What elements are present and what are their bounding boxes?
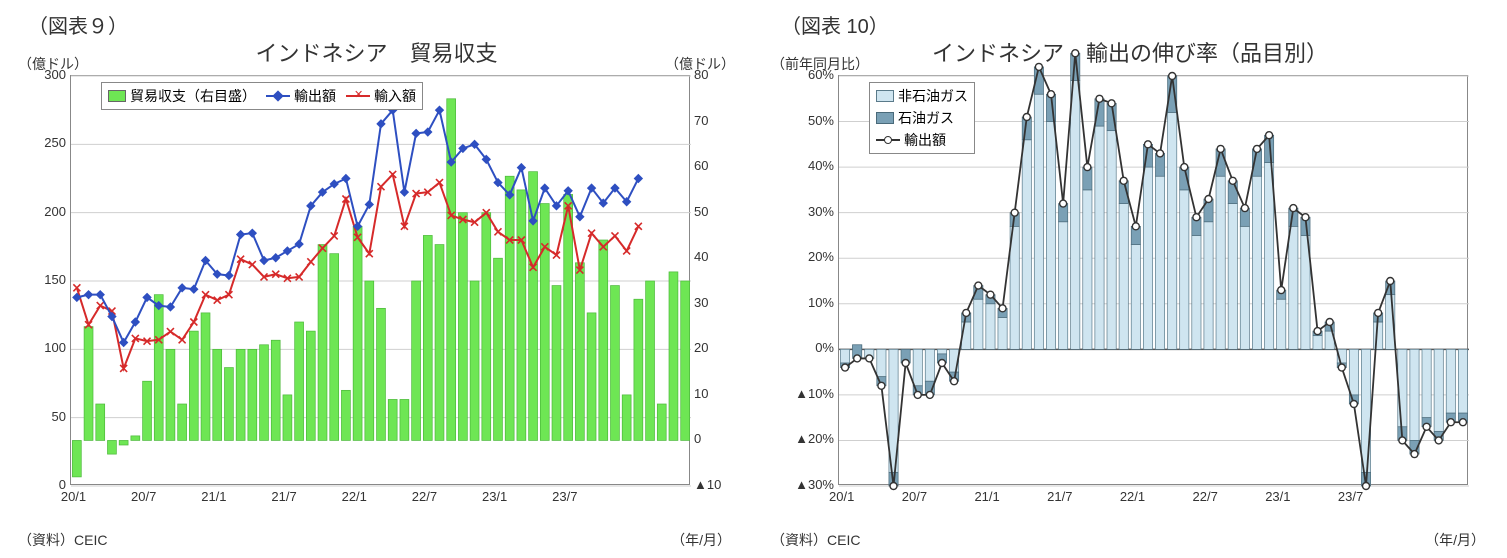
chart10-ytick: 0% bbox=[815, 340, 834, 355]
chart10-xtick: 23/7 bbox=[1338, 489, 1363, 504]
chart10-ytick: 30% bbox=[808, 204, 834, 219]
chart9-title: インドネシア 貿易収支 bbox=[0, 36, 753, 68]
chart9-ytick-right: 40 bbox=[694, 249, 708, 264]
chart10-xtick: 21/7 bbox=[1047, 489, 1072, 504]
legend-label: 貿易収支（右目盛） bbox=[130, 86, 256, 106]
chart10-legend: 非石油ガス石油ガス輸出額 bbox=[869, 82, 975, 154]
chart10-ytick: 10% bbox=[808, 295, 834, 310]
chart10-xtick: 21/1 bbox=[974, 489, 999, 504]
chart9-ytick-right: 10 bbox=[694, 386, 708, 401]
chart9-xtick: 20/1 bbox=[61, 489, 86, 504]
chart10-ytick: 40% bbox=[808, 158, 834, 173]
chart9-xtick: 21/1 bbox=[201, 489, 226, 504]
chart9-source: （資料）CEIC bbox=[18, 530, 107, 550]
chart9-svg bbox=[71, 76, 691, 486]
chart10-ytick: 60% bbox=[808, 67, 834, 82]
chart10-xtick: 23/1 bbox=[1265, 489, 1290, 504]
chart10-ytick: ▲10% bbox=[795, 386, 834, 401]
legend-label: 輸出額 bbox=[294, 86, 336, 106]
chart9-plot: 貿易収支（右目盛） 輸出額 ✕輸入額 bbox=[70, 75, 690, 485]
chart9-legend: 貿易収支（右目盛） 輸出額 ✕輸入額 bbox=[101, 82, 423, 110]
chart9-ytick-right: 20 bbox=[694, 340, 708, 355]
chart9-ytick-left: 300 bbox=[44, 67, 66, 82]
chart9-ytick-right: 30 bbox=[694, 295, 708, 310]
chart9-ytick-right: 50 bbox=[694, 204, 708, 219]
chart9-ytick-right: 80 bbox=[694, 67, 708, 82]
chart10-xtick: 22/1 bbox=[1120, 489, 1145, 504]
chart9-ytick-left: 200 bbox=[44, 204, 66, 219]
chart9-xunit: （年/月） bbox=[671, 530, 731, 550]
chart9-xtick: 21/7 bbox=[271, 489, 296, 504]
legend-label: 輸入額 bbox=[374, 86, 416, 106]
chart9-xtick: 22/1 bbox=[342, 489, 367, 504]
chart9-ytick-right: 0 bbox=[694, 431, 701, 446]
chart9-ytick-left: 50 bbox=[52, 409, 66, 424]
legend-label: 輸出額 bbox=[904, 130, 946, 150]
legend-item: 石油ガス bbox=[876, 108, 968, 128]
chart9-ytick-left: 250 bbox=[44, 135, 66, 150]
chart10-ytick: 50% bbox=[808, 113, 834, 128]
legend-label: 石油ガス bbox=[898, 108, 954, 128]
chart9-ytick-right: 60 bbox=[694, 158, 708, 173]
legend-item: ✕輸入額 bbox=[346, 86, 416, 106]
legend-item: 輸出額 bbox=[266, 86, 336, 106]
chart9-ytick-right: ▲10 bbox=[694, 477, 721, 492]
legend-label: 非石油ガス bbox=[898, 86, 968, 106]
chart10-xtick: 22/7 bbox=[1193, 489, 1218, 504]
chart10-source: （資料）CEIC bbox=[771, 530, 860, 550]
legend-item: 非石油ガス bbox=[876, 86, 968, 106]
chart9-ytick-right: 70 bbox=[694, 113, 708, 128]
chart9-xtick: 22/7 bbox=[412, 489, 437, 504]
chart9-xtick: 23/1 bbox=[482, 489, 507, 504]
chart9-xtick: 23/7 bbox=[552, 489, 577, 504]
chart9-ytick-left: 100 bbox=[44, 340, 66, 355]
chart9-ytick-left: 150 bbox=[44, 272, 66, 287]
legend-item: 輸出額 bbox=[876, 130, 968, 150]
legend-item: 貿易収支（右目盛） bbox=[108, 86, 256, 106]
chart10-plot: 非石油ガス石油ガス輸出額 bbox=[838, 75, 1468, 485]
fig10-label: （図表 10） bbox=[781, 10, 889, 39]
chart-10-panel: （図表 10） インドネシア 輸出の伸び率（品目別） （前年同月比） 非石油ガス… bbox=[753, 0, 1507, 558]
chart10-xunit: （年/月） bbox=[1425, 530, 1485, 550]
chart10-ytick: ▲20% bbox=[795, 431, 834, 446]
chart10-ytick: 20% bbox=[808, 249, 834, 264]
chart10-xtick: 20/7 bbox=[902, 489, 927, 504]
fig9-label: （図表９） bbox=[28, 10, 128, 39]
chart10-xtick: 20/1 bbox=[829, 489, 854, 504]
chart9-xtick: 20/7 bbox=[131, 489, 156, 504]
chart-9-panel: （図表９） インドネシア 貿易収支 （億ドル） （億ドル） 貿易収支（右目盛）輸… bbox=[0, 0, 753, 558]
